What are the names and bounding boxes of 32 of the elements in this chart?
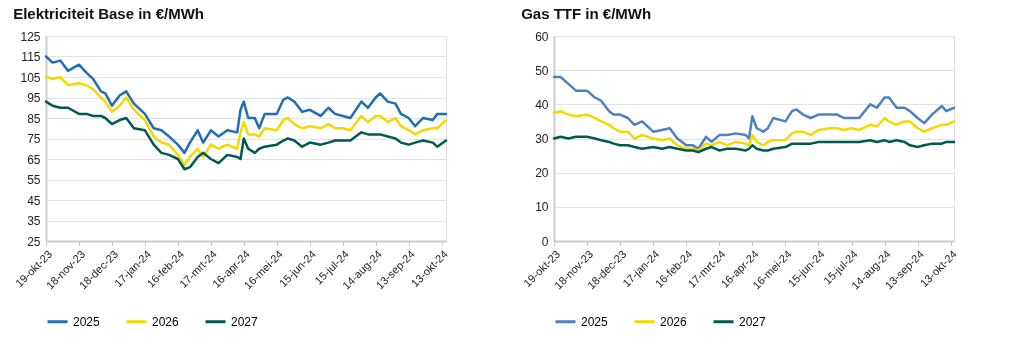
legend-label: 2026 bbox=[660, 314, 688, 329]
line-series bbox=[44, 55, 448, 155]
legend-label: 2027 bbox=[739, 314, 767, 329]
y-tick-label: 125 bbox=[20, 29, 41, 44]
legend-label: 2025 bbox=[581, 314, 609, 329]
y-tick-label: 20 bbox=[535, 166, 549, 181]
y-tick-label: 35 bbox=[27, 214, 41, 228]
chart-title: Elektriciteit Base in €/MWh bbox=[13, 5, 205, 22]
y-tick-label: 95 bbox=[27, 91, 41, 105]
line-series bbox=[552, 135, 956, 154]
line-series bbox=[44, 100, 448, 171]
line-series bbox=[552, 75, 956, 150]
y-tick-label: 60 bbox=[535, 29, 549, 44]
y-tick-label: 55 bbox=[27, 173, 41, 187]
y-tick-label: 0 bbox=[541, 234, 549, 249]
y-tick-label: 25 bbox=[27, 234, 41, 249]
y-tick-label: 75 bbox=[27, 132, 41, 146]
y-tick-label: 10 bbox=[535, 200, 549, 215]
y-tick-label: 105 bbox=[20, 70, 41, 85]
legend-label: 2027 bbox=[231, 314, 259, 329]
y-tick-label: 50 bbox=[535, 63, 549, 78]
legend-label: 2026 bbox=[152, 314, 180, 329]
legend-label: 2025 bbox=[73, 314, 101, 329]
y-tick-label: 45 bbox=[27, 193, 41, 208]
line-series bbox=[552, 109, 956, 152]
y-tick-label: 40 bbox=[535, 97, 549, 112]
line-series bbox=[44, 75, 448, 167]
chart-title: Gas TTF in €/MWh bbox=[521, 5, 652, 22]
y-tick-label: 65 bbox=[27, 152, 41, 167]
y-tick-label: 115 bbox=[21, 50, 41, 64]
y-tick-label: 30 bbox=[535, 132, 549, 146]
y-tick-label: 85 bbox=[27, 111, 41, 126]
